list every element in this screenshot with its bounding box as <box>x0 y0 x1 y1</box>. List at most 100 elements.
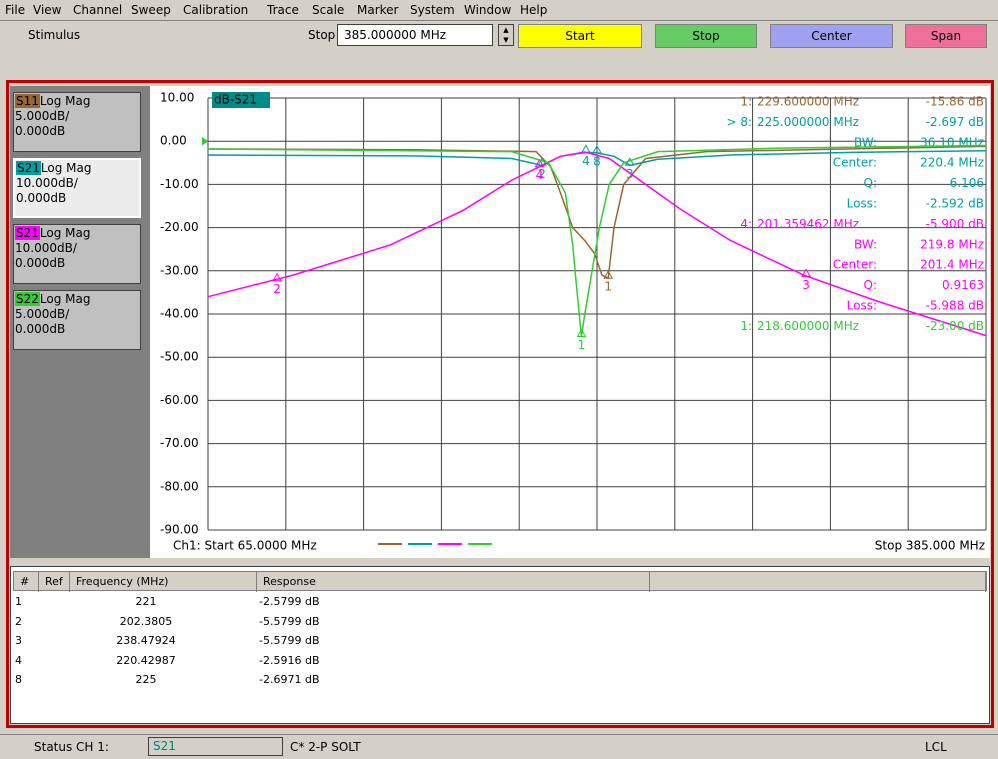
trace-scale: 5.000dB/ <box>15 109 70 123</box>
trace-scale: 5.000dB/ <box>15 307 70 321</box>
row-number: 2 <box>15 614 22 628</box>
readout-value: 0.9163 <box>942 278 984 292</box>
readout-value: -2.592 dB <box>926 197 984 211</box>
trace-header: S21Log Mag <box>15 226 140 241</box>
trace-box[interactable]: S21Log Mag 10.000dB/0.000dB <box>13 224 141 284</box>
row-number: 3 <box>15 634 22 647</box>
marker <box>801 268 811 277</box>
toolbar-button[interactable]: Stop <box>655 24 757 48</box>
readout-value: 219.8 MHz <box>920 237 984 251</box>
readout-frequency: 218.600000 MHz <box>757 319 859 333</box>
readout-label: BW: <box>854 237 877 251</box>
trace-line <box>207 144 987 337</box>
status-mode: LCL <box>925 740 947 754</box>
menu-item[interactable]: View <box>33 3 62 17</box>
y-tick-label: -80.00 <box>160 479 199 493</box>
row-response: -2.6971 dB <box>259 673 320 686</box>
trace-ref: 0.000dB <box>15 322 66 336</box>
row-response: -2.5916 dB <box>259 653 320 667</box>
readout-label: Loss: <box>847 299 877 313</box>
marker <box>576 328 587 337</box>
marker-label: 1 <box>578 338 586 352</box>
row-frequency: 238.47924 <box>116 634 176 647</box>
readout-value: 6.106 <box>950 176 984 190</box>
stop-label: Stop 385.000 MHz <box>875 539 985 553</box>
trace-box[interactable]: S22Log Mag 5.000dB/0.000dB <box>13 290 141 350</box>
menu-item[interactable]: Sweep <box>131 3 171 17</box>
y-tick-label: -30.00 <box>160 263 199 277</box>
trace-format: Log Mag <box>39 94 91 108</box>
y-tick-label: -90.00 <box>160 523 199 537</box>
stimulus-label: Stimulus <box>28 28 81 42</box>
row-response: -5.5799 dB <box>259 614 320 628</box>
readout-label: Q: <box>864 176 878 190</box>
row-response: -5.5799 dB <box>259 634 320 647</box>
trace-name: S11 <box>15 94 40 108</box>
marker <box>592 144 602 154</box>
y-tick-label: -40.00 <box>160 307 199 321</box>
row-frequency: 220.42987 <box>116 653 176 667</box>
y-tick-label: 0.00 <box>160 134 187 148</box>
y-tick-label: -20.00 <box>160 220 199 234</box>
trace-box[interactable]: S11Log Mag 5.000dB/0.000dB <box>13 92 141 152</box>
readout-frequency: 201.359462 MHz <box>757 217 859 231</box>
readout-label: 4: <box>740 217 752 231</box>
marker <box>581 144 591 153</box>
readout-label: Center: <box>833 156 877 170</box>
menu-item[interactable]: System <box>410 3 455 17</box>
menu-item[interactable]: Calibration <box>183 3 249 17</box>
status-bar: Status CH 1: S21 C* 2-P SOLT LCL <box>0 734 998 759</box>
toolbar-button[interactable]: Center <box>770 24 893 48</box>
trace-name: S21 <box>15 226 40 240</box>
trace-format: Log Mag <box>39 226 91 240</box>
spinner[interactable]: ▲ ▼ <box>498 24 514 46</box>
column-header: Ref <box>39 572 70 592</box>
marker-label: 2 <box>273 282 281 296</box>
menu-item[interactable]: Help <box>520 3 548 17</box>
trace-header: S21Log Mag <box>16 161 139 176</box>
menu-item[interactable]: Window <box>464 3 512 17</box>
stop-input[interactable]: 385.000000 MHz <box>337 24 493 46</box>
readout-value: -15.86 dB <box>926 95 984 109</box>
status-label: Status <box>34 740 73 754</box>
marker-label: 8 <box>593 154 601 168</box>
active-label-bg <box>212 92 270 108</box>
row-response: -2.5799 dB <box>259 595 320 608</box>
marker-label: 2 <box>538 167 546 181</box>
menu-item[interactable]: Channel <box>73 3 123 17</box>
column-header: # <box>14 572 39 592</box>
marker-label: 1 <box>604 280 612 294</box>
toolbar-button[interactable]: Span <box>905 24 987 48</box>
window-frame <box>6 80 994 728</box>
y-tick-label: -10.00 <box>160 177 199 191</box>
menu-item[interactable]: Trace <box>267 3 299 17</box>
ref-arrow <box>202 137 208 146</box>
readout-frequency: 229.600000 MHz <box>757 95 859 109</box>
toolbar-button[interactable]: Start <box>518 24 642 48</box>
y-tick-label: -50.00 <box>160 350 199 364</box>
column-header: Response <box>257 572 650 592</box>
marker <box>534 158 545 168</box>
trace-format: Log Mag <box>40 161 92 175</box>
menu-item[interactable]: File <box>5 3 26 17</box>
trace-scale: 10.000dB/ <box>15 241 77 255</box>
active-label: dB-S21 <box>214 93 257 107</box>
menu-item[interactable]: Scale <box>312 3 345 17</box>
status-cal: C* 2-P SOLT <box>290 740 361 754</box>
readout-label: Loss: <box>847 197 877 211</box>
start-label: Ch1: Start 65.0000 MHz <box>173 539 317 553</box>
readout-label: 1: <box>740 95 752 109</box>
separator <box>0 20 998 21</box>
readout-label: > 8: <box>726 115 752 129</box>
readout-label: Center: <box>833 258 877 272</box>
menu-item[interactable]: Marker <box>357 3 399 17</box>
row-frequency: 221 <box>135 595 157 608</box>
readout-value: 36.10 MHz <box>920 135 984 149</box>
column-header: Frequency (MHz) <box>70 572 257 592</box>
y-tick-label: 10.00 <box>160 91 194 105</box>
marker <box>603 270 614 279</box>
trace-box[interactable]: S21Log Mag 10.000dB/0.000dB <box>13 158 141 218</box>
marker-table: # Ref Frequency (MHz) Response 1 221 -2.5799 d… <box>10 566 990 724</box>
trace-format: Log Mag <box>39 292 91 306</box>
table-header: # Ref Frequency (MHz) Response <box>13 571 987 592</box>
